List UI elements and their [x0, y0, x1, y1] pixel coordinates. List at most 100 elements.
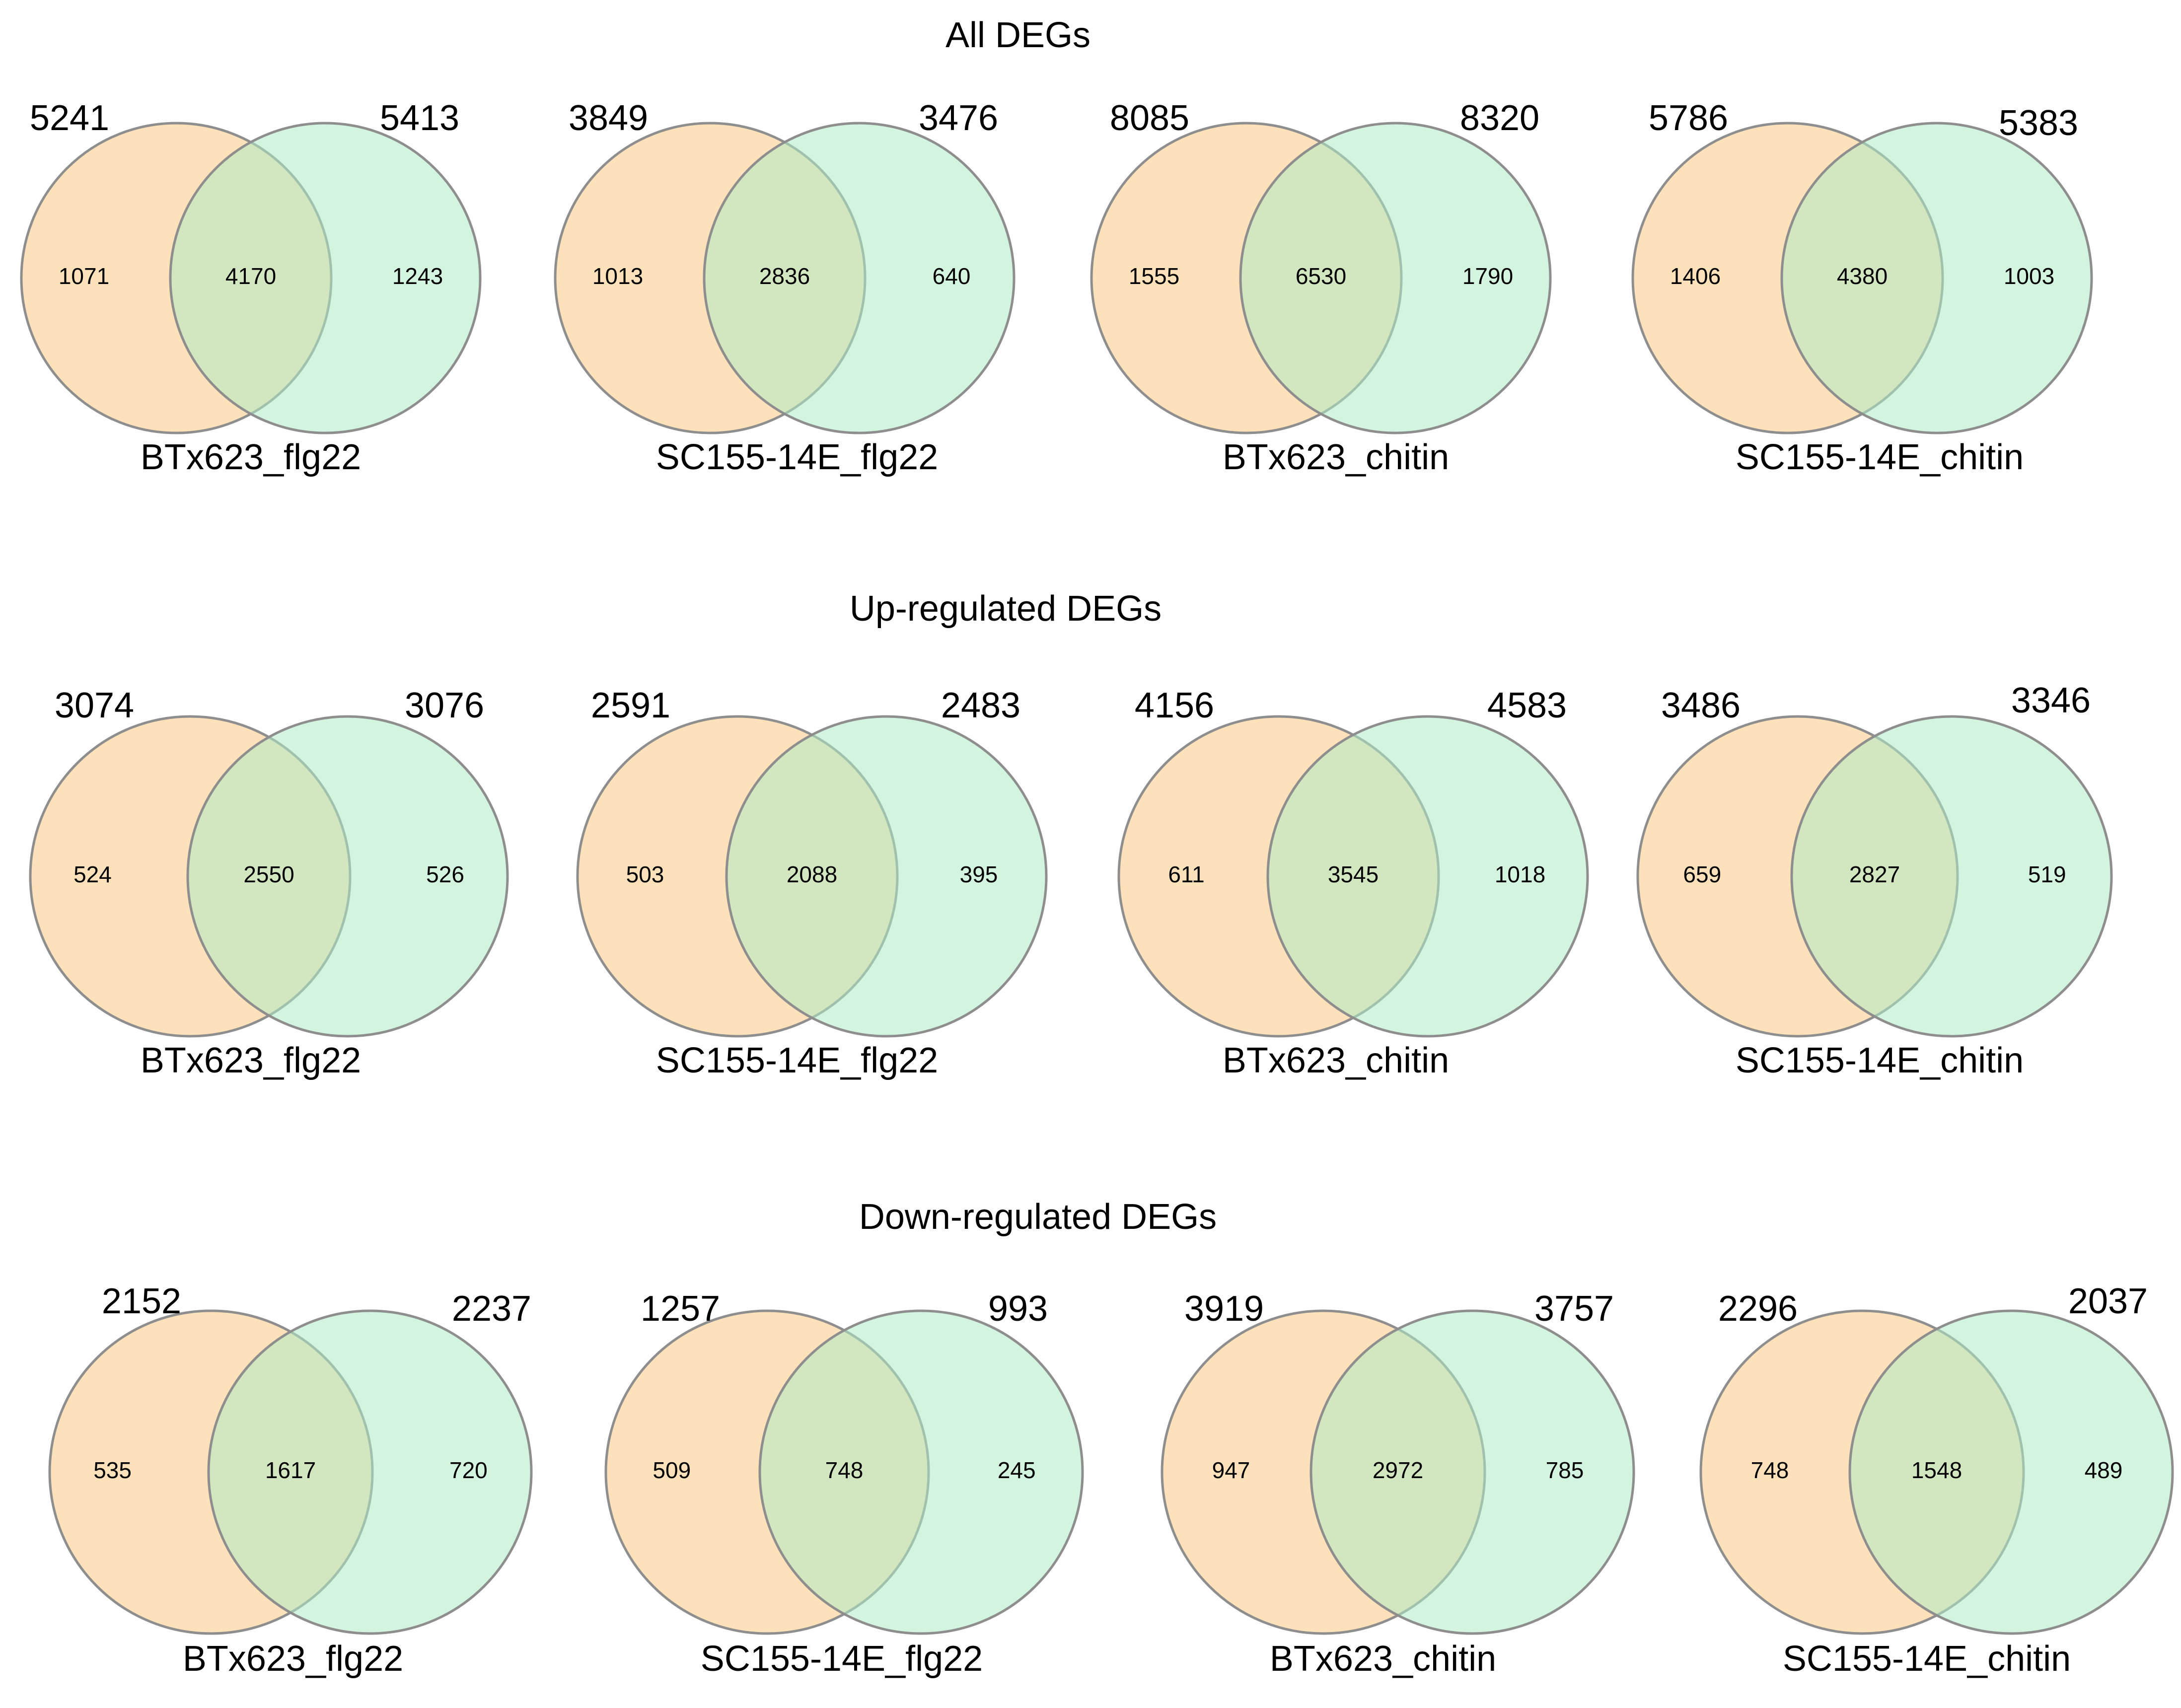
right-total-label: 3476 [919, 98, 998, 138]
venn-row: All DEGs 5241 5413 1071 4170 1243 BTx623_flg22… [20, 15, 2093, 477]
left-total-label: 3486 [1661, 686, 1741, 725]
venn-diagram: 3074 3076 524 2550 526 BTx623_flg22 [29, 686, 509, 1080]
left-only-count: 1013 [592, 263, 643, 289]
venn-circle-right [1309, 1309, 1635, 1635]
left-only-count: 509 [653, 1457, 691, 1483]
overlap-count: 2088 [787, 861, 837, 887]
right-only-count: 785 [1546, 1457, 1584, 1483]
venn-circle-right [1239, 122, 1552, 434]
right-only-count: 245 [998, 1457, 1036, 1483]
right-only-count: 640 [933, 263, 971, 289]
overlap-count: 1617 [265, 1457, 316, 1483]
sample-label: BTx623_chitin [1270, 1639, 1496, 1679]
left-only-count: 659 [1683, 861, 1721, 887]
left-only-count: 503 [626, 861, 664, 887]
overlap-count: 4170 [225, 263, 276, 289]
venn-circle-right [725, 715, 1048, 1038]
venn-rows: All DEGs 5241 5413 1071 4170 1243 BTx623_flg22… [20, 15, 2174, 1679]
venn-diagram: 8085 8320 1555 6530 1790 BTx623_chitin [1090, 98, 1552, 477]
right-total-label: 3757 [1534, 1289, 1614, 1329]
venn-diagram: 2296 2037 748 1548 489 SC155-14E_chitin [1699, 1281, 2174, 1679]
right-only-count: 395 [960, 861, 998, 887]
overlap-count: 4380 [1837, 263, 1888, 289]
left-total-label: 3849 [569, 98, 648, 138]
overlap-count: 2827 [1849, 861, 1900, 887]
left-total-label: 8085 [1110, 98, 1189, 138]
venn-circle-right [1848, 1309, 2174, 1635]
venn-row: Up-regulated DEGs 3074 3076 524 2550 526 BTx62… [29, 589, 2113, 1080]
row-title: Up-regulated DEGs [850, 589, 1162, 629]
left-total-label: 5786 [1649, 98, 1728, 138]
overlap-count: 2550 [243, 861, 294, 887]
sample-label: BTx623_chitin [1223, 1041, 1449, 1080]
sample-label: BTx623_chitin [1223, 437, 1449, 477]
venn-diagram: 1257 993 509 748 245 SC155-14E_flg22 [604, 1289, 1084, 1679]
sample-label: SC155-14E_chitin [1736, 437, 2024, 477]
right-only-count: 489 [2085, 1457, 2123, 1483]
left-only-count: 535 [93, 1457, 132, 1483]
right-total-label: 3346 [2011, 681, 2091, 720]
right-only-count: 1790 [1462, 263, 1513, 289]
left-total-label: 2296 [1718, 1289, 1798, 1329]
sample-label: BTx623_flg22 [183, 1639, 403, 1679]
overlap-count: 2836 [759, 263, 810, 289]
overlap-count: 2972 [1373, 1457, 1423, 1483]
sample-label: SC155-14E_flg22 [701, 1639, 983, 1679]
venn-diagram: 4156 4583 611 3545 1018 BTx623_chitin [1117, 686, 1589, 1080]
left-total-label: 2591 [591, 686, 670, 725]
row-title: Down-regulated DEGs [859, 1197, 1217, 1237]
right-only-count: 1003 [2004, 263, 2054, 289]
sample-label: SC155-14E_chitin [1736, 1041, 2024, 1080]
left-total-label: 4156 [1135, 686, 1214, 725]
right-total-label: 5413 [380, 98, 459, 138]
venn-diagram: 2591 2483 503 2088 395 SC155-14E_flg22 [576, 686, 1048, 1080]
overlap-count: 748 [825, 1457, 864, 1483]
left-only-count: 1071 [59, 263, 109, 289]
right-total-label: 3076 [405, 686, 484, 725]
left-only-count: 947 [1212, 1457, 1250, 1483]
right-only-count: 720 [449, 1457, 488, 1483]
right-total-label: 2237 [452, 1289, 531, 1329]
venn-diagram: 3849 3476 1013 2836 640 SC155-14E_flg22 [554, 98, 1016, 477]
overlap-count: 6530 [1296, 263, 1346, 289]
venn-row: Down-regulated DEGs 2152 2237 535 1617 720 BTx… [48, 1197, 2174, 1679]
sample-label: BTx623_flg22 [141, 437, 361, 477]
sample-label: SC155-14E_flg22 [656, 1041, 938, 1080]
left-total-label: 2152 [102, 1281, 181, 1321]
sample-label: SC155-14E_flg22 [656, 437, 938, 477]
left-total-label: 5241 [30, 98, 109, 138]
venn-diagram: 5241 5413 1071 4170 1243 BTx623_flg22 [20, 98, 482, 477]
venn-diagram: 3486 3346 659 2827 519 SC155-14E_chitin [1636, 681, 2113, 1080]
left-total-label: 1257 [641, 1289, 720, 1329]
venn-diagram: 3919 3757 947 2972 785 BTx623_chitin [1161, 1289, 1635, 1679]
venn-diagram: 5786 5383 1406 4380 1003 SC155-14E_chitin [1631, 98, 2093, 477]
right-total-label: 5383 [1999, 103, 2078, 143]
venn-circle-right [758, 1309, 1084, 1635]
left-only-count: 524 [73, 861, 112, 887]
venn-circle-right [169, 122, 482, 434]
venn-circle-right [1266, 715, 1589, 1038]
right-total-label: 993 [988, 1289, 1048, 1329]
right-only-count: 519 [2028, 861, 2066, 887]
row-title: All DEGs [945, 15, 1090, 55]
venn-diagram: 2152 2237 535 1617 720 BTx623_flg22 [48, 1281, 533, 1679]
right-total-label: 2037 [2068, 1281, 2148, 1321]
right-only-count: 1018 [1495, 861, 1545, 887]
overlap-count: 3545 [1328, 861, 1379, 887]
venn-circle-right [1790, 715, 2113, 1038]
sample-label: SC155-14E_chitin [1783, 1639, 2071, 1679]
right-total-label: 4583 [1487, 686, 1567, 725]
left-only-count: 748 [1751, 1457, 1789, 1483]
left-only-count: 611 [1168, 861, 1204, 887]
left-total-label: 3919 [1184, 1289, 1264, 1329]
venn-circle-right [703, 122, 1016, 434]
right-total-label: 2483 [941, 686, 1020, 725]
venn-circle-right [186, 715, 509, 1038]
venn-circle-right [1780, 122, 2093, 434]
left-total-label: 3074 [55, 686, 134, 725]
right-total-label: 8320 [1460, 98, 1539, 138]
right-only-count: 1243 [392, 263, 443, 289]
left-only-count: 1555 [1129, 263, 1179, 289]
venn-circle-right [207, 1309, 533, 1635]
